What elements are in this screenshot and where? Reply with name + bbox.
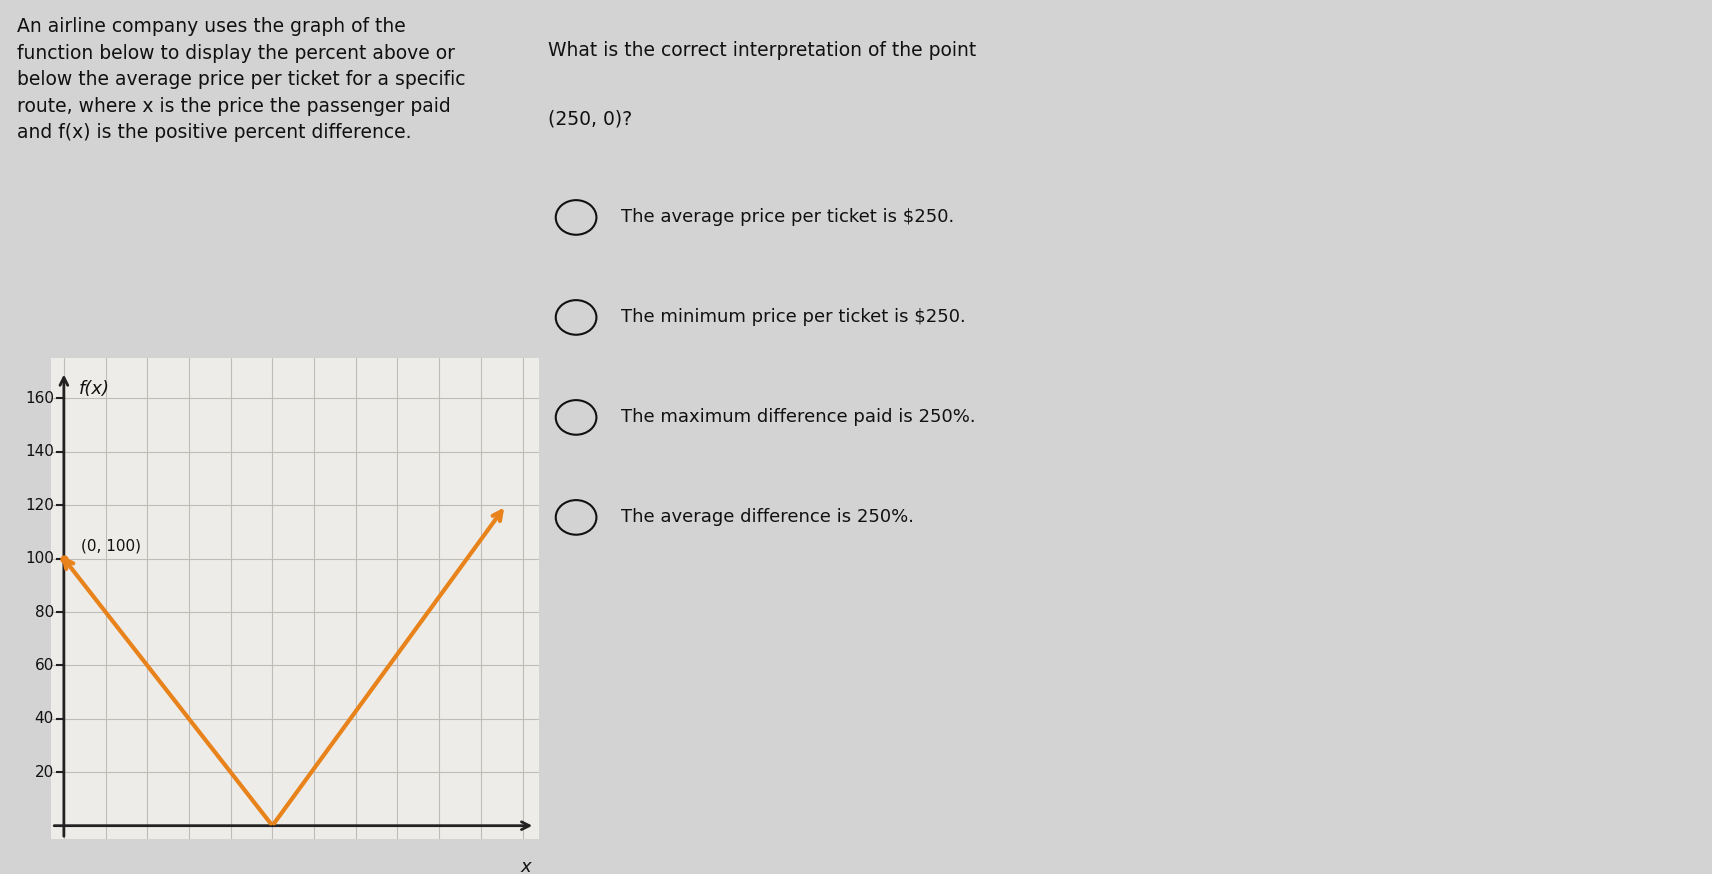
Text: 100: 100	[26, 551, 53, 566]
Text: 20: 20	[34, 765, 53, 780]
Text: The average difference is 250%.: The average difference is 250%.	[621, 509, 914, 526]
Text: The average price per ticket is $250.: The average price per ticket is $250.	[621, 209, 955, 226]
Text: An airline company uses the graph of the
function below to display the percent a: An airline company uses the graph of the…	[17, 17, 466, 142]
Text: 60: 60	[34, 658, 53, 673]
Text: (0, 100): (0, 100)	[80, 538, 140, 553]
Text: 120: 120	[26, 497, 53, 513]
Text: 80: 80	[34, 605, 53, 620]
Text: (250, 0)?: (250, 0)?	[548, 110, 632, 128]
Text: 160: 160	[26, 391, 53, 406]
Text: The minimum price per ticket is $250.: The minimum price per ticket is $250.	[621, 309, 966, 326]
Text: f(x): f(x)	[79, 379, 110, 398]
Text: 140: 140	[26, 444, 53, 460]
Text: The maximum difference paid is 250%.: The maximum difference paid is 250%.	[621, 408, 976, 427]
Text: What is the correct interpretation of the point: What is the correct interpretation of th…	[548, 40, 976, 59]
Text: x: x	[520, 857, 531, 874]
Text: 40: 40	[34, 711, 53, 726]
